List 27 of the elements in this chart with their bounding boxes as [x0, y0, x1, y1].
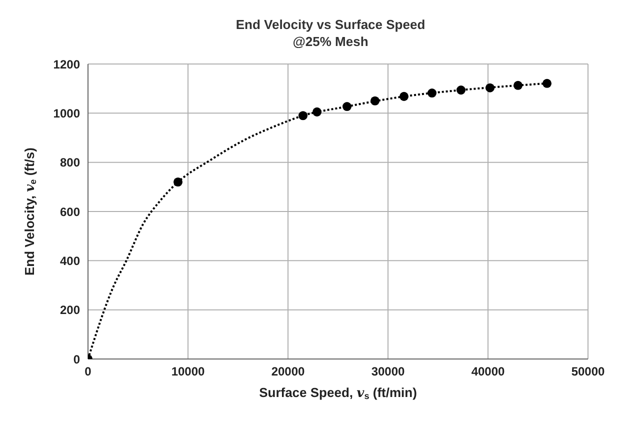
y-tick-label: 400 [60, 254, 80, 268]
x-axis-title: Surface Speed, v$_{s}$ (ft/min) [259, 385, 417, 402]
x-tick-label: 30000 [371, 364, 406, 379]
x-tick-label: 10000 [171, 364, 206, 379]
point [342, 102, 352, 112]
y-tick-label: 1000 [53, 106, 80, 120]
chart-subtitle: @25% Mesh [292, 33, 370, 50]
y-tick-label: 200 [60, 303, 80, 318]
point [298, 111, 308, 120]
y-tick-label: 1200 [53, 57, 80, 72]
point [312, 107, 322, 116]
y-tick-label: 600 [60, 204, 80, 219]
y-tick-label: 0 [73, 352, 80, 366]
point [485, 83, 495, 92]
x-tick-label: 20000 [271, 364, 306, 379]
y-tick-label: 800 [60, 156, 80, 170]
chart-title: End Velocity vs Surface Speed [234, 16, 426, 33]
x-tick-label: 40000 [471, 364, 506, 379]
x-tick-label: 0 [84, 364, 92, 379]
point [513, 80, 523, 90]
point [456, 86, 466, 95]
point [542, 78, 552, 88]
x-tick-label: 50000 [571, 364, 606, 379]
point [173, 177, 183, 187]
point [370, 96, 380, 106]
point [427, 88, 437, 98]
point [399, 92, 409, 101]
